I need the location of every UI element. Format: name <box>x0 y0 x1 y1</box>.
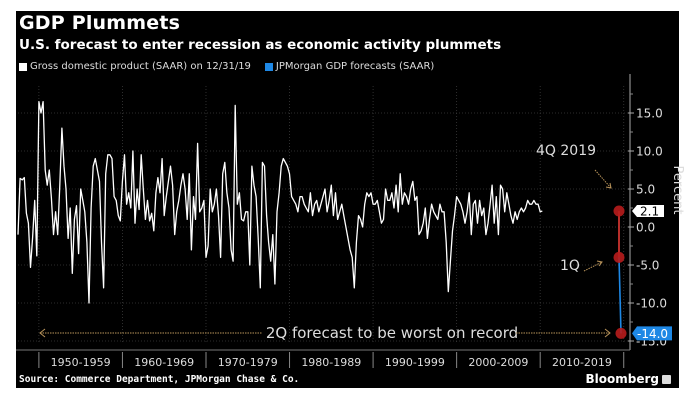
chart-title: GDP Plummets <box>19 12 181 34</box>
last-value-badge-forecast <box>632 326 672 341</box>
forecast-segment-q1-q2 <box>618 257 622 334</box>
annotation-arrowhead-2q-left <box>39 328 46 338</box>
source-note: Source: Commerce Department, JPMorgan Ch… <box>19 374 300 385</box>
legend-item-forecast: JPMorgan GDP forecasts (SAAR) <box>264 61 435 72</box>
forecast-point-q4 <box>613 205 625 217</box>
x-tick-label: 1960-1969 <box>134 356 194 369</box>
x-tick-label: 1980-1989 <box>301 356 361 369</box>
legend-swatch-gdp <box>19 62 27 71</box>
annotation-arrow-1q <box>583 261 603 272</box>
legend-swatch-forecast <box>264 62 273 71</box>
legend-item-gdp: Gross domestic product (SAAR) on 12/31/1… <box>19 61 251 72</box>
gdp-series-line <box>17 100 543 304</box>
y-tick-label: 10.0 <box>636 145 663 159</box>
last-value-badge-gdp <box>632 205 664 218</box>
annotation-arrowhead-2q-right <box>604 328 611 338</box>
x-tick-label: 2000-2009 <box>468 356 528 369</box>
x-tick-label: 2010-2019 <box>552 356 612 369</box>
bloomberg-chart-icon <box>662 374 671 384</box>
forecast-point-q2 <box>615 327 627 339</box>
forecast-point-q1 <box>613 251 625 263</box>
legend-label-gdp: Gross domestic product (SAAR) on 12/31/1… <box>30 61 251 72</box>
y-tick-label: 0.0 <box>636 221 655 235</box>
x-tick-label: 1950-1959 <box>51 356 111 369</box>
annotation-1q: 1Q <box>560 258 580 274</box>
y-tick-label: 15.0 <box>636 107 663 121</box>
legend: Gross domestic product (SAAR) on 12/31/1… <box>19 61 434 72</box>
y-tick-label: -10.0 <box>636 297 667 311</box>
annotation-arrowhead-4q <box>605 182 612 189</box>
annotation-arrowhead-1q <box>596 260 603 267</box>
last-value-label-gdp: 2.1 <box>640 205 659 219</box>
chart-subtitle: U.S. forecast to enter recession as econ… <box>19 37 502 53</box>
brand-name: Bloomberg <box>585 372 660 386</box>
brand-logo: Bloomberg <box>585 372 671 386</box>
annotation-arrow-4q <box>594 169 612 189</box>
y-axis-title: Percent <box>670 166 685 215</box>
x-tick-label: 1990-1999 <box>385 356 445 369</box>
y-tick-label: 5.0 <box>636 183 655 197</box>
x-tick-label: 1970-1979 <box>218 356 278 369</box>
annotation-2q-forecast: 2Q forecast to be worst on record <box>266 324 518 342</box>
legend-label-forecast: JPMorgan GDP forecasts (SAAR) <box>275 61 435 72</box>
y-tick-label: -5.0 <box>636 259 659 273</box>
annotation-4q-2019: 4Q 2019 <box>536 143 596 159</box>
last-value-label-forecast: -14.0 <box>637 327 668 341</box>
